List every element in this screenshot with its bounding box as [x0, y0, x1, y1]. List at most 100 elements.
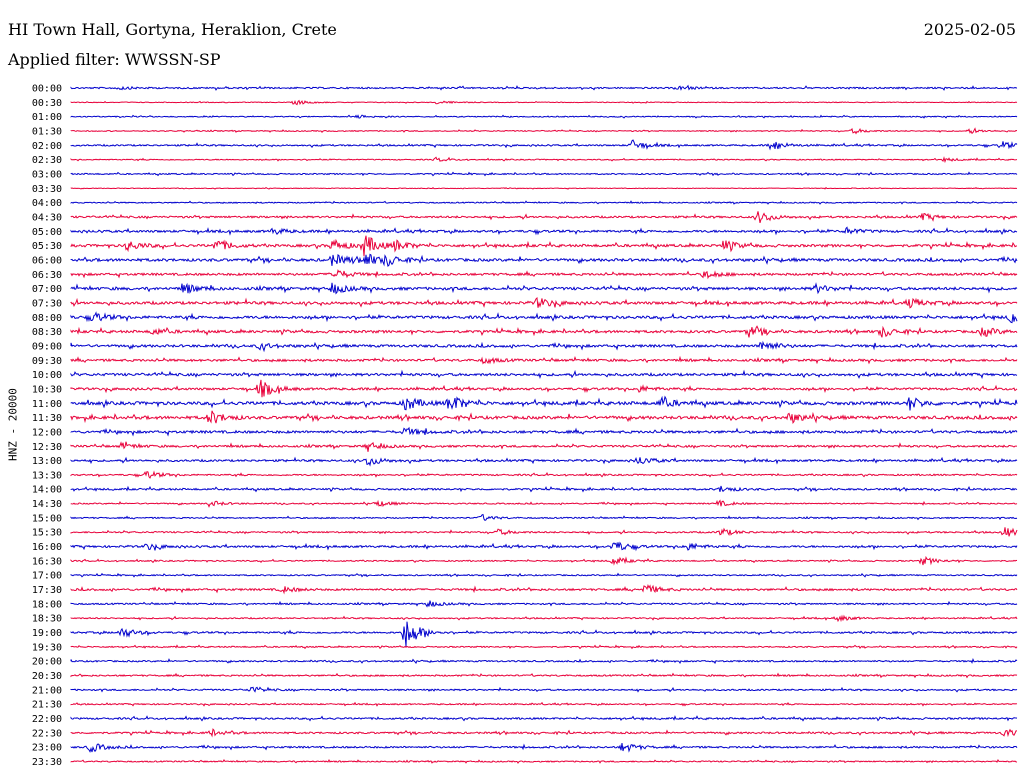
trace-line: [70, 728, 1017, 738]
time-tick-label: 18:30: [32, 614, 62, 625]
trace-line: [70, 541, 1018, 552]
time-tick-label: 23:30: [32, 757, 62, 768]
time-tick-label: 00:00: [32, 84, 62, 95]
trace-line: [70, 555, 1018, 566]
trace-line: [70, 311, 1018, 324]
trace-line: [70, 644, 1018, 650]
time-tick-label: 13:30: [32, 470, 62, 481]
time-tick-label: 04:00: [32, 198, 62, 209]
trace-line: [70, 441, 1018, 452]
trace-line: [70, 410, 1018, 424]
trace-line: [70, 456, 1018, 467]
trace-line: [70, 600, 1018, 608]
trace-line: [70, 426, 1018, 437]
time-tick-label: 20:00: [32, 657, 62, 668]
trace-line: [70, 527, 1018, 537]
trace-line: [70, 395, 1018, 411]
plot-date: 2025-02-05: [923, 20, 1016, 39]
trace-line: [70, 499, 1018, 508]
trace-line: [70, 99, 1018, 106]
time-tick-label: 05:30: [32, 241, 62, 252]
trace-line: [70, 325, 1018, 338]
time-tick-label: 09:30: [32, 356, 62, 367]
trace-line: [70, 369, 1018, 380]
trace-line: [70, 296, 1018, 309]
trace-line: [70, 282, 1018, 295]
time-tick-label: 17:30: [32, 585, 62, 596]
filter-label: Applied filter: WWSSN-SP: [8, 50, 221, 69]
station-title: HI Town Hall, Gortyna, Heraklion, Crete: [8, 20, 337, 39]
trace-line: [70, 156, 1018, 164]
time-tick-label: 13:00: [32, 456, 62, 467]
time-tick-label: 07:30: [32, 298, 62, 309]
trace-line: [70, 355, 1018, 365]
time-tick-label: 00:30: [32, 98, 62, 109]
time-tick-label: 16:00: [32, 542, 62, 553]
time-tick-label: 11:00: [32, 399, 62, 410]
time-tick-label: 10:00: [32, 370, 62, 381]
time-tick-label: 10:30: [32, 384, 62, 395]
trace-line: [70, 485, 1018, 493]
time-tick-label: 02:00: [32, 141, 62, 152]
trace-line: [70, 513, 1018, 521]
trace-line: [70, 127, 1018, 135]
trace-line: [70, 340, 1018, 353]
trace-line: [70, 253, 1018, 267]
time-tick-label: 06:00: [32, 255, 62, 266]
time-tick-label: 04:30: [32, 212, 62, 223]
time-tick-label: 14:30: [32, 499, 62, 510]
time-tick-label: 01:30: [32, 126, 62, 137]
time-tick-label: 22:00: [32, 714, 62, 725]
trace-line: [70, 758, 1018, 764]
trace-line: [70, 200, 1018, 205]
time-tick-label: 12:00: [32, 427, 62, 438]
trace-line: [70, 614, 1018, 623]
trace-line: [70, 715, 1018, 722]
time-tick-label: 20:30: [32, 671, 62, 682]
time-tick-label: 19:00: [32, 628, 62, 639]
trace-line: [70, 84, 1018, 91]
trace-line: [70, 139, 1018, 151]
time-tick-label: 06:30: [32, 270, 62, 281]
time-tick-label: 07:00: [32, 284, 62, 295]
trace-line: [70, 226, 1018, 236]
trace-line: [70, 211, 1018, 224]
time-tick-label: 21:00: [32, 685, 62, 696]
trace-line: [70, 686, 1018, 693]
time-tick-label: 23:00: [32, 743, 62, 754]
trace-line: [70, 621, 1018, 647]
time-tick-label: 14:00: [32, 485, 62, 496]
time-tick-label: 21:30: [32, 700, 62, 711]
time-tick-label: 16:30: [32, 556, 62, 567]
time-tick-label: 03:30: [32, 184, 62, 195]
time-tick-label: 22:30: [32, 728, 62, 739]
time-tick-label: 03:00: [32, 169, 62, 180]
time-tick-label: 11:30: [32, 413, 62, 424]
trace-line: [70, 114, 1018, 119]
trace-line: [70, 470, 1018, 479]
trace-line: [70, 186, 1018, 190]
time-tick-label: 09:00: [32, 341, 62, 352]
time-tick-label: 01:00: [32, 112, 62, 123]
time-tick-label: 18:00: [32, 599, 62, 610]
trace-line: [70, 701, 1018, 707]
time-tick-label: 08:30: [32, 327, 62, 338]
trace-line: [70, 235, 1018, 257]
trace-line: [70, 658, 1018, 665]
time-tick-label: 02:30: [32, 155, 62, 166]
time-tick-label: 15:30: [32, 528, 62, 539]
trace-line: [70, 269, 1018, 280]
trace-line: [70, 743, 1018, 753]
time-tick-label: 12:30: [32, 442, 62, 453]
time-tick-label: 17:00: [32, 571, 62, 582]
time-tick-label: 05:00: [32, 227, 62, 238]
time-tick-label: 08:00: [32, 313, 62, 324]
trace-line: [70, 379, 1018, 398]
time-tick-label: 19:30: [32, 642, 62, 653]
trace-line: [70, 171, 1018, 177]
trace-line: [70, 672, 1018, 679]
time-tick-label: 15:00: [32, 513, 62, 524]
trace-line: [70, 572, 1018, 578]
trace-line: [70, 583, 1018, 595]
